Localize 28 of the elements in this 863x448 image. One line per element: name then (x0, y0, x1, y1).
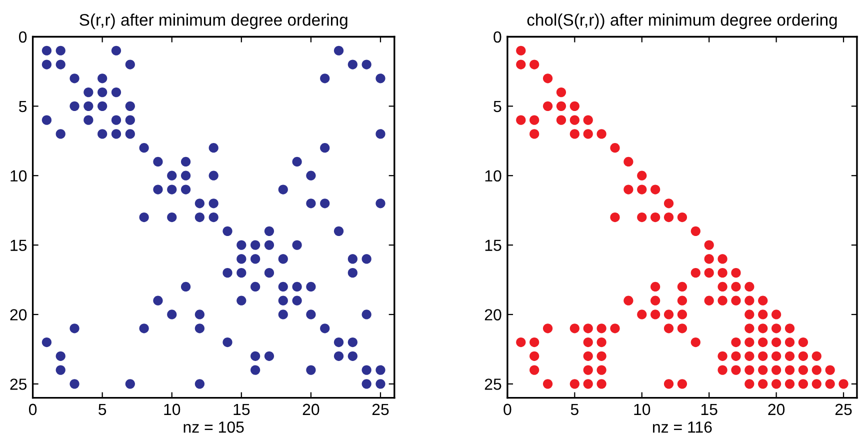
x-tick-label: 0 (28, 404, 37, 416)
x-tick-label: 5 (98, 404, 106, 416)
x-tick-label: 25 (372, 404, 389, 416)
y-tick-label: 15 (10, 240, 27, 251)
x-tick-label: 25 (835, 404, 852, 416)
y-tick-label: 10 (485, 170, 502, 182)
x-axis-title: nz = 105 (184, 421, 244, 433)
x-tick-label: 5 (570, 404, 578, 416)
x-tick-label: 20 (768, 404, 785, 416)
y-tick-label: 0 (494, 31, 502, 43)
x-tick-label: 15 (234, 404, 250, 416)
x-tick-label: 0 (504, 404, 512, 416)
y-tick-label: 0 (18, 31, 27, 43)
y-tick-label: 5 (494, 100, 502, 112)
x-tick-label: 20 (302, 404, 320, 416)
y-tick-label: 20 (10, 309, 27, 320)
y-tick-label: 15 (485, 240, 502, 251)
y-tick-label: 25 (484, 378, 502, 390)
y-tick-label: 10 (10, 170, 27, 182)
chart-title: chol(S(r,r)) after minimum degree ordering (527, 14, 837, 30)
x-axis-title: nz = 116 (652, 421, 712, 433)
x-tick-label: 10 (634, 404, 650, 416)
y-tick-label: 20 (484, 309, 502, 320)
y-tick-label: 5 (18, 100, 27, 112)
chart-title: S(r,r) after minimum degree ordering (80, 14, 348, 30)
y-tick-label: 25 (10, 378, 27, 390)
x-tick-label: 15 (701, 404, 718, 416)
x-tick-label: 10 (164, 404, 180, 416)
